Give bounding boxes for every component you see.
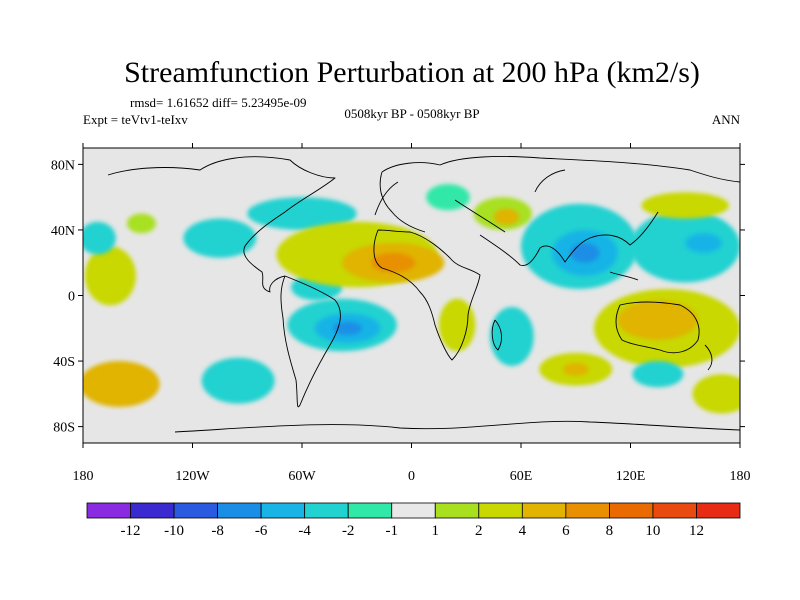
anomaly-region [247,197,357,230]
colorbar-swatch [652,502,697,519]
lat-axis: 80N 40N 0 40S 80S [51,158,745,436]
anomaly-region [201,357,275,404]
anomaly-region [630,210,740,283]
stats-label: rmsd= 1.61652 diff= 5.23495e-09 [130,95,307,110]
colorbar-swatch [696,502,741,519]
colorbar-swatch [304,502,349,519]
colorbar-swatch [391,502,436,519]
colorbar-swatch [434,502,480,519]
anomaly-region [84,246,136,306]
anomaly-region [333,321,363,335]
colorbar-label: 8 [606,523,614,539]
lon-axis: 180 120W 60W 0 60E 120E 180 [73,143,751,484]
colorbar-label: 1 [432,523,440,539]
colorbar-label: -8 [211,523,224,539]
colorbar-swatch [130,502,175,519]
anomaly-region [426,184,470,211]
anomaly-region [83,221,116,255]
colorbar-swatch [609,502,654,519]
anomaly-region [83,361,160,407]
lon-tick-label: 60W [288,469,316,484]
anomaly-region [371,252,416,273]
colorbar-swatch [173,502,218,519]
colorbar-swatch [217,502,262,519]
period-label: 0508kyr BP - 0508kyr BP [344,106,479,121]
colorbar-label: 12 [689,523,704,539]
lon-tick-label: 0 [408,469,415,484]
anomaly-region [632,361,684,388]
colorbar-label: 10 [645,523,660,539]
anomaly-region [685,233,722,253]
anomaly-region [489,306,534,366]
map-area [83,148,740,443]
lon-tick-label: 180 [730,469,751,484]
colorbar-swatch [260,502,306,519]
chart-title: Streamfunction Perturbation at 200 hPa (… [124,56,700,89]
colorbar-label: 2 [475,523,483,539]
colorbar-label: -4 [298,523,311,539]
colorbar-swatch [347,502,393,519]
anomaly-region [183,218,257,258]
anomaly-region [438,298,476,352]
lon-tick-label: 120E [616,469,646,484]
colorbar-label: -10 [164,523,184,539]
lat-tick-label: 40N [51,224,75,239]
anomaly-layer [83,184,740,414]
anomaly-region [493,208,520,226]
coastlines [107,156,740,433]
lon-tick-label: 120W [175,469,210,484]
colorbar-label: -12 [121,523,141,539]
anomaly-region [126,213,156,234]
lat-tick-label: 40S [53,355,75,370]
lon-tick-label: 180 [73,469,94,484]
colorbar-label: 4 [519,523,527,539]
lat-tick-label: 80S [53,421,75,436]
anomaly-region [617,300,699,340]
lat-tick-label: 80N [51,158,75,173]
anomaly-region [641,192,730,219]
anomaly-region [692,374,740,414]
lat-tick-label: 0 [68,290,75,305]
colorbar-label: 6 [562,523,570,539]
colorbar-swatch [478,502,523,519]
colorbar-swatch [521,502,567,519]
colorbar-label: -6 [255,523,268,539]
anomaly-region [562,362,589,376]
colorbar-swatch [86,502,131,519]
lon-tick-label: 60E [510,469,533,484]
colorbar-label: -2 [342,523,355,539]
anomaly-region [570,243,600,263]
colorbar: -12 -10 -8 -6 -4 -2 -1 1 2 4 6 8 10 12 [86,502,741,539]
experiment-label: Expt = teVtv1-teIxv [83,112,188,127]
colorbar-swatch [565,502,610,519]
season-label: ANN [712,112,741,127]
colorbar-label: -1 [385,523,398,539]
